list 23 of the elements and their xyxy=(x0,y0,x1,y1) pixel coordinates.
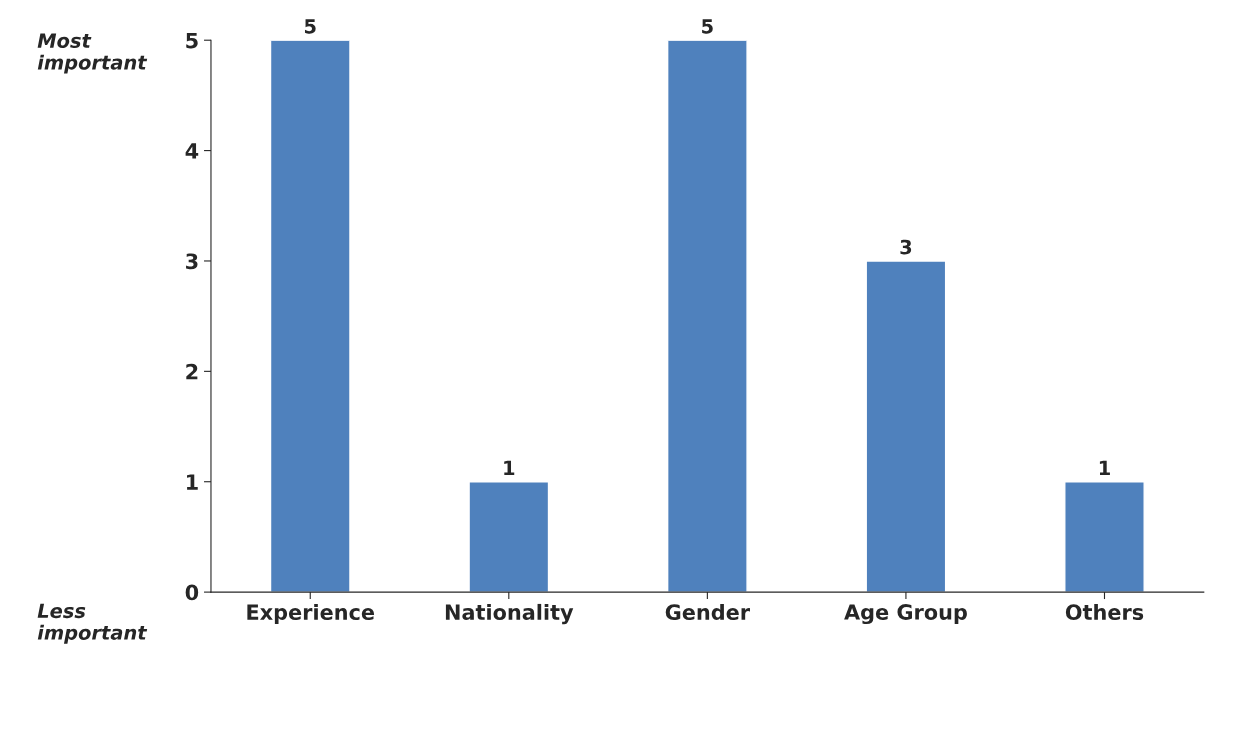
x-tick-label: Nationality xyxy=(445,603,574,625)
data-label: 5 xyxy=(702,19,713,34)
y-tick-label: 4 xyxy=(185,143,199,159)
data-label: 5 xyxy=(304,19,316,34)
bar xyxy=(1064,481,1145,593)
y-tick-label: 3 xyxy=(186,253,198,270)
text: Most important xyxy=(37,33,148,74)
bar xyxy=(865,260,947,593)
bar xyxy=(468,481,550,593)
x-tick-label: Gender xyxy=(665,603,750,621)
bar xyxy=(269,40,351,593)
bar xyxy=(666,40,748,593)
y-tick-label: 1 xyxy=(187,474,198,490)
data-label: 1 xyxy=(504,460,515,475)
x-tick-label: Age Group xyxy=(844,604,967,625)
data-label: 3 xyxy=(900,239,912,255)
y-tick-label: 0 xyxy=(185,584,199,601)
text: Less important xyxy=(37,603,148,644)
data-label: 1 xyxy=(1099,460,1110,475)
x-tick-label: Experience xyxy=(247,603,375,625)
x-tick-label: Others xyxy=(1065,603,1144,621)
y-tick-label: 2 xyxy=(186,363,198,380)
y-tick-label: 5 xyxy=(186,32,198,49)
